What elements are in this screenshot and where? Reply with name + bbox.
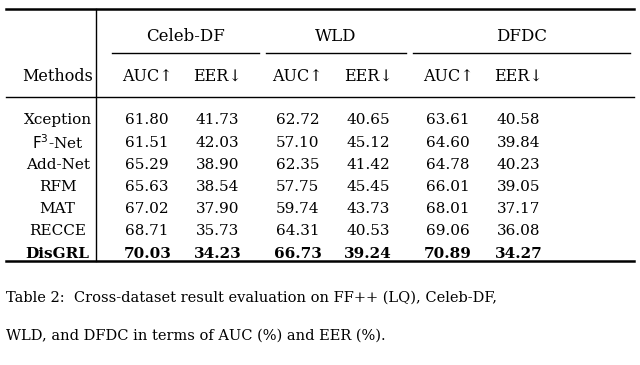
Text: 38.90: 38.90: [196, 158, 239, 172]
Text: 62.72: 62.72: [276, 114, 319, 127]
Text: 37.17: 37.17: [497, 202, 540, 216]
Text: Add-Net: Add-Net: [26, 158, 90, 172]
Text: 39.05: 39.05: [497, 180, 540, 194]
Text: 34.23: 34.23: [194, 247, 241, 261]
Text: WLD, and DFDC in terms of AUC (%) and EER (%).: WLD, and DFDC in terms of AUC (%) and EE…: [6, 329, 386, 343]
Text: 69.06: 69.06: [426, 224, 470, 238]
Text: 41.73: 41.73: [196, 114, 239, 127]
Text: Xception: Xception: [24, 114, 92, 127]
Text: 42.03: 42.03: [196, 136, 239, 150]
Text: Methods: Methods: [22, 68, 93, 85]
Text: 64.31: 64.31: [276, 224, 319, 238]
Text: Table 2:  Cross-dataset result evaluation on FF++ (LQ), Celeb-DF,: Table 2: Cross-dataset result evaluation…: [6, 291, 497, 304]
Text: 68.01: 68.01: [426, 202, 470, 216]
Text: 38.54: 38.54: [196, 180, 239, 194]
Text: 63.61: 63.61: [426, 114, 470, 127]
Text: 40.65: 40.65: [346, 114, 390, 127]
Text: $\mathrm{F}^3$-Net: $\mathrm{F}^3$-Net: [32, 133, 83, 152]
Text: 40.23: 40.23: [497, 158, 540, 172]
Text: 43.73: 43.73: [346, 202, 390, 216]
Text: RECCE: RECCE: [29, 224, 86, 238]
Text: 39.24: 39.24: [344, 247, 392, 261]
Text: EER↓: EER↓: [193, 68, 242, 85]
Text: 66.73: 66.73: [274, 247, 321, 261]
Text: AUC↑: AUC↑: [272, 68, 323, 85]
Text: 65.63: 65.63: [125, 180, 169, 194]
Text: 45.12: 45.12: [346, 136, 390, 150]
Text: 36.08: 36.08: [497, 224, 540, 238]
Text: 70.03: 70.03: [124, 247, 171, 261]
Text: 40.58: 40.58: [497, 114, 540, 127]
Text: 45.45: 45.45: [346, 180, 390, 194]
Text: 66.01: 66.01: [426, 180, 470, 194]
Text: 37.90: 37.90: [196, 202, 239, 216]
Text: RFM: RFM: [39, 180, 76, 194]
Text: 41.42: 41.42: [346, 158, 390, 172]
Text: 61.51: 61.51: [125, 136, 169, 150]
Text: 57.75: 57.75: [276, 180, 319, 194]
Text: DisGRL: DisGRL: [26, 247, 90, 261]
Text: 39.84: 39.84: [497, 136, 540, 150]
Text: 61.80: 61.80: [125, 114, 169, 127]
Text: 34.27: 34.27: [495, 247, 542, 261]
Text: MAT: MAT: [40, 202, 76, 216]
Text: EER↓: EER↓: [344, 68, 392, 85]
Text: 64.60: 64.60: [426, 136, 470, 150]
Text: 64.78: 64.78: [426, 158, 470, 172]
Text: 67.02: 67.02: [125, 202, 169, 216]
Text: 40.53: 40.53: [346, 224, 390, 238]
Text: 59.74: 59.74: [276, 202, 319, 216]
Text: Celeb-DF: Celeb-DF: [146, 28, 225, 45]
Text: DFDC: DFDC: [496, 28, 547, 45]
Text: 70.89: 70.89: [424, 247, 472, 261]
Text: 62.35: 62.35: [276, 158, 319, 172]
Text: 65.29: 65.29: [125, 158, 169, 172]
Text: 68.71: 68.71: [125, 224, 169, 238]
Text: AUC↑: AUC↑: [122, 68, 173, 85]
Text: 57.10: 57.10: [276, 136, 319, 150]
Text: EER↓: EER↓: [494, 68, 543, 85]
Text: AUC↑: AUC↑: [422, 68, 474, 85]
Text: 35.73: 35.73: [196, 224, 239, 238]
Text: WLD: WLD: [316, 28, 356, 45]
